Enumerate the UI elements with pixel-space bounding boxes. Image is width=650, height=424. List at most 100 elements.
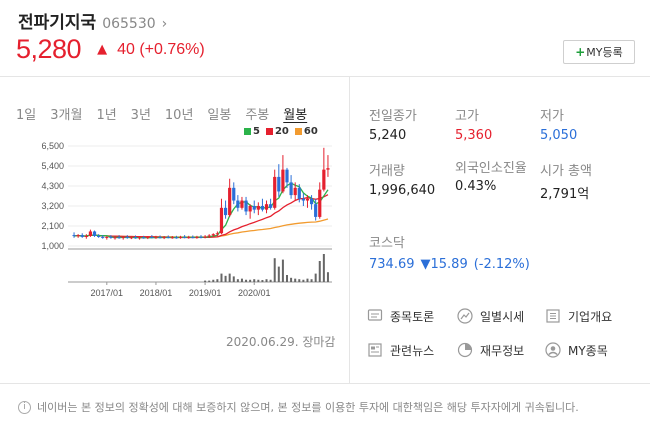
link-list[interactable]: 기업개요 [544,306,634,326]
my-register-button[interactable]: + MY등록 [563,40,635,64]
kosdaq-value: 734.69 [369,257,415,272]
legend-label: 60 [303,126,318,137]
candle-body [264,204,269,210]
volume-bar [269,279,272,282]
kosdaq-change: ▼15.89 [420,257,468,272]
candle-body [309,198,314,205]
candle-body [146,236,150,238]
candle-body [236,200,240,208]
volume-bar [204,280,207,282]
high-label: 고가 [455,109,479,124]
legend-ma5: 5 [244,126,260,137]
chevron-right-icon[interactable]: › [161,16,168,32]
candle-body [318,189,322,217]
kosdaq-label: 코스닥 [369,236,405,251]
x-tick-label: 2019/01 [189,288,222,298]
candle-body [117,237,121,239]
candle-body [195,236,199,238]
candle-body [285,169,289,183]
volume-value: 1,996,640 [369,183,436,198]
news-icon [366,341,384,359]
ma60-line [73,218,329,238]
volume-bar [277,266,280,282]
candle-body [129,237,133,239]
candle-body [326,168,330,170]
stock-header[interactable]: 전파기지국 065530 › [18,8,168,33]
kosdaq-index[interactable]: 코스닥 734.69 ▼15.89 (-2.12%) [369,232,530,272]
link-news[interactable]: 관련뉴스 [366,340,456,360]
tab-1[interactable]: 3개월 [50,108,83,123]
candle-body [187,237,191,239]
tab-4[interactable]: 10년 [164,108,194,123]
candle-body [101,236,105,238]
volume-bar [261,280,264,282]
candle-body [113,237,117,239]
candle-body [211,234,215,236]
candle-body [305,198,310,201]
candle-body [244,200,248,212]
candle-body [252,206,256,210]
plus-icon: + [575,45,586,59]
high-value: 5,360 [455,128,493,143]
volume-bar [232,276,235,282]
candle-body [215,233,219,235]
candle-body [256,206,260,210]
volume-bar [314,273,317,282]
market-cap: 시가 총액 2,791억 [540,160,592,202]
link-pie[interactable]: 재무정보 [456,340,544,360]
divider [0,383,650,384]
candle-body [121,236,125,238]
volume-bar [290,277,293,282]
candle-body [199,236,203,238]
mcap-value: 2,791억 [540,187,590,202]
chart-legend: 5 20 60 [244,126,318,137]
tab-3[interactable]: 3년 [130,108,151,123]
link-label: 관련뉴스 [390,343,435,358]
prev-close: 전일종가 5,240 [369,105,417,143]
up-arrow-icon: ▲ [97,42,108,57]
stock-code: 065530 [102,16,156,32]
link-trend[interactable]: 일별시세 [456,306,544,326]
tab-0[interactable]: 1일 [16,108,37,123]
candle-body [137,237,142,239]
tab-6[interactable]: 주봉 [245,108,270,123]
link-label: 재무정보 [480,343,525,358]
change-amount: 40 [117,40,135,58]
divider [349,77,350,383]
candle-body [142,237,146,239]
link-user[interactable]: MY종목 [544,340,634,360]
candle-body [105,236,109,238]
legend-swatch [294,128,302,135]
stock-chart[interactable]: 6,500 5,400 4,300 3,200 2,100 1,000 2017/01 201… [0,134,340,304]
volume-bar [208,280,211,282]
volume-bar [322,254,325,282]
prev-close-value: 5,240 [369,128,407,143]
volume-bar [302,279,305,282]
high-price: 고가 5,360 [455,105,492,143]
candle-body [322,169,326,190]
candle-body [232,187,236,201]
volume-bar [236,279,239,282]
tab-2[interactable]: 1년 [96,108,117,123]
tab-7[interactable]: 월봉 [283,108,308,123]
candle-body [281,169,285,192]
low-price: 저가 5,050 [540,105,577,143]
volume-bar [306,278,309,282]
candle-body [109,236,113,238]
legend-ma20: 20 [265,126,289,137]
y-tick-label: 3,200 [41,201,64,211]
volume-bar [220,273,223,282]
candle-body [84,236,88,237]
link-chat[interactable]: 종목토론 [366,306,456,326]
mcap-label: 시가 총액 [540,164,592,179]
candle-body [125,236,129,238]
candle-body [273,176,277,208]
candle-body [92,231,97,236]
y-tick-label: 6,500 [41,141,64,151]
x-tick-label: 2018/01 [140,288,173,298]
stock-name[interactable]: 전파기지국 [18,13,97,33]
candle-body [158,237,162,239]
tab-5[interactable]: 일봉 [207,108,232,123]
prev-close-label: 전일종가 [369,109,417,124]
